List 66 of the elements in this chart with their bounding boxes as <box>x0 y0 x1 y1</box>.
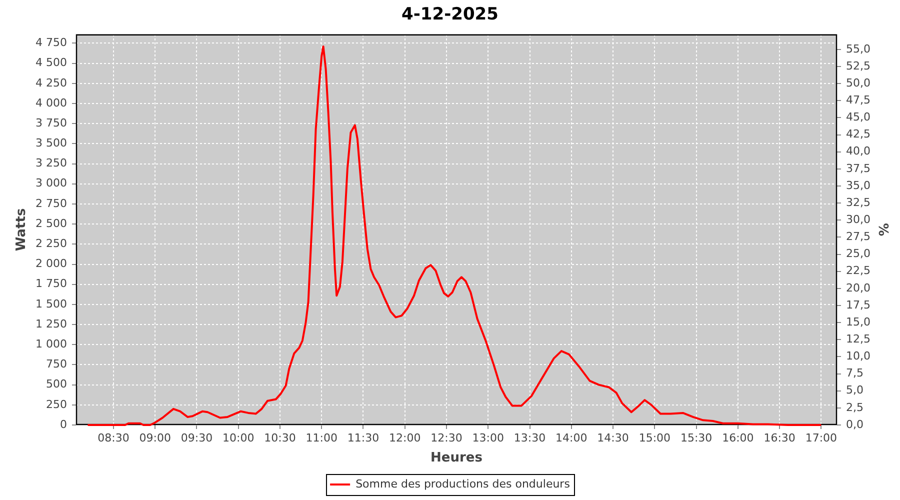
y-tick-label: 2 250 <box>36 237 67 250</box>
y-tick-label: 4 500 <box>36 56 67 70</box>
legend-label: Somme des productions des onduleurs <box>356 477 570 490</box>
y2-tick-label: 7,5 <box>846 366 864 380</box>
x-tick-label: 09:00 <box>139 431 171 444</box>
x-tick-label: 14:00 <box>556 431 588 444</box>
y-tick-label: 4 000 <box>36 96 67 110</box>
x-tick-label: 13:00 <box>472 431 504 444</box>
y-tick-label: 4 250 <box>36 76 67 90</box>
y-tick-label: 750 <box>46 358 67 371</box>
y-tick-label: 4 750 <box>36 36 67 50</box>
x-tick-label: 10:30 <box>264 431 296 444</box>
x-tick-label: 17:00 <box>805 431 838 444</box>
y2-tick-label: 35,0 <box>846 178 870 192</box>
y2-tick-label: 10,0 <box>846 350 870 363</box>
y-tick-label: 3 250 <box>36 156 67 170</box>
x-axis-title: Heures <box>430 450 483 466</box>
y-tick-label: 1 750 <box>36 277 67 290</box>
y-tick-label: 250 <box>46 398 67 411</box>
x-tick-label: 10:00 <box>222 431 254 444</box>
y2-tick-label: 20,0 <box>846 281 870 294</box>
y-tick-label: 3 500 <box>36 136 67 150</box>
y-tick-label: 1 000 <box>36 337 67 350</box>
y-tick-label: 2 750 <box>36 196 67 210</box>
x-tick-label: 15:30 <box>680 431 712 444</box>
y-tick-label: 2 500 <box>36 216 67 230</box>
x-tick-label: 16:30 <box>764 431 796 444</box>
y2-tick-label: 47,5 <box>846 93 870 106</box>
y-axis-title: Watts <box>14 208 30 252</box>
x-tick-label: 12:30 <box>430 431 462 444</box>
y-tick-label: 1 500 <box>36 297 67 310</box>
y2-tick-label: 55,0 <box>846 42 870 56</box>
y2-axis-title: % <box>874 223 890 236</box>
y2-tick-label: 17,5 <box>846 298 870 312</box>
y2-tick-label: 5,0 <box>846 384 864 397</box>
y2-tick-label: 32,5 <box>846 196 870 209</box>
y2-tick-label: 12,5 <box>846 332 870 346</box>
y2-tick-label: 2,5 <box>846 400 864 414</box>
y2-tick-label: 42,5 <box>846 128 870 141</box>
y2-tick-label: 0,0 <box>846 418 864 431</box>
y2-tick-label: 50,0 <box>846 76 870 90</box>
y-tick-label: 3 000 <box>36 176 67 190</box>
y-tick-label: 500 <box>46 378 67 391</box>
x-tick-label: 12:00 <box>389 431 421 444</box>
y2-tick-label: 25,0 <box>846 247 870 260</box>
x-tick-label: 08:30 <box>98 431 130 444</box>
x-tick-label: 09:30 <box>180 431 213 444</box>
y2-tick-label: 37,5 <box>846 162 870 175</box>
x-tick-label: 13:30 <box>514 431 546 444</box>
y2-tick-label: 15,0 <box>846 315 870 328</box>
x-tick-label: 16:00 <box>722 431 754 444</box>
x-tick-label: 11:00 <box>306 431 338 444</box>
y2-tick-label: 40,0 <box>846 144 870 158</box>
y-tick-label: 2 000 <box>36 257 67 270</box>
y2-tick-label: 45,0 <box>846 110 870 124</box>
x-tick-label: 14:30 <box>597 431 629 444</box>
y-tick-label: 1 250 <box>36 317 67 330</box>
x-tick-label: 15:00 <box>638 431 671 444</box>
y2-tick-label: 30,0 <box>846 213 870 226</box>
y-tick-label: 3 750 <box>36 116 67 130</box>
y2-tick-label: 22,5 <box>846 264 870 278</box>
y2-tick-label: 27,5 <box>846 230 870 244</box>
y2-tick-label: 52,5 <box>846 59 870 72</box>
y-tick-label: 0 <box>60 418 67 431</box>
chart-title: 4-12-2025 <box>402 4 498 25</box>
x-tick-label: 11:30 <box>347 431 380 444</box>
